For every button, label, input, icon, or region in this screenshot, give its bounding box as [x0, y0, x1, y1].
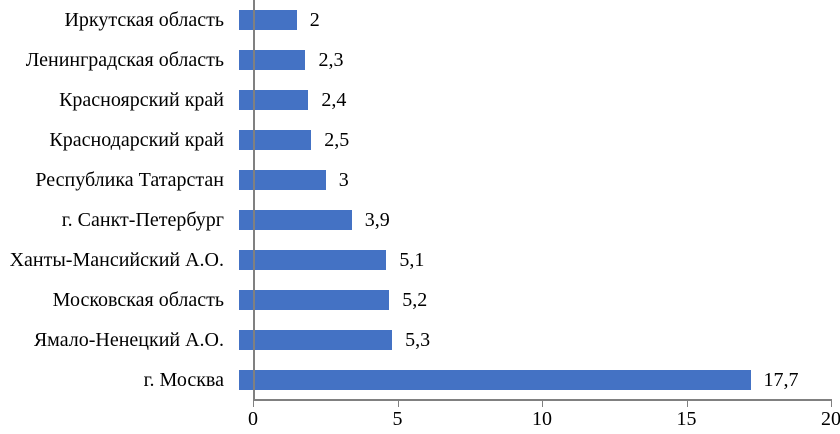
- x-axis-tick-label: 15: [676, 408, 697, 430]
- bar: [239, 290, 390, 310]
- bar-row: Иркутская область 2: [0, 0, 840, 40]
- bar-row: г. Москва 17,7: [0, 360, 840, 400]
- value-label: 2: [309, 9, 320, 31]
- bar-track: 5,3: [239, 320, 840, 360]
- category-label: г. Москва: [143, 369, 224, 391]
- category-label: Ямало-Ненецкий А.О.: [33, 329, 224, 351]
- bar-row: Ямало-Ненецкий А.О. 5,3: [0, 320, 840, 360]
- value-label: 17,7: [763, 369, 799, 391]
- bar-track: 2,5: [239, 120, 840, 160]
- bar-track: 17,7: [239, 360, 840, 400]
- bar: [239, 330, 393, 350]
- bar-row: Ленинградская область 2,3: [0, 40, 840, 80]
- x-axis-tick-label: 5: [392, 408, 403, 430]
- bar: [239, 370, 751, 390]
- bar-row: г. Санкт-Петербург 3,9: [0, 200, 840, 240]
- bar-row: Краснодарский край 2,5: [0, 120, 840, 160]
- x-axis-tick: [253, 401, 254, 407]
- x-axis-tick: [686, 401, 688, 407]
- value-label: 2,4: [321, 89, 347, 111]
- bar-track: 3,9: [239, 200, 840, 240]
- x-axis-tick-label: 10: [532, 408, 552, 430]
- category-label: Краснодарский край: [49, 129, 224, 151]
- value-label: 2,3: [318, 49, 344, 71]
- bar-rows: Иркутская область 2 Ленинградская область 2…: [0, 0, 840, 400]
- bar-row: Московская область 5,2: [0, 280, 840, 320]
- x-axis-line: 0 5 10 15 20: [248, 399, 840, 429]
- category-label: г. Санкт-Петербург: [61, 209, 224, 231]
- category-label: Ленинградская область: [25, 49, 224, 71]
- bar: [239, 130, 312, 150]
- value-label: 2,5: [324, 129, 350, 151]
- x-axis-tick: [831, 401, 832, 407]
- bar: [239, 210, 352, 230]
- value-label: 3,9: [364, 209, 390, 231]
- category-label: Республика Татарстан: [35, 169, 224, 191]
- bar-track: 3: [239, 160, 840, 200]
- bar: [239, 250, 387, 270]
- bar-track: 2,3: [239, 40, 840, 80]
- bar-row: Ханты-Мансийский А.О. 5,1: [0, 240, 840, 280]
- value-label: 3: [338, 169, 349, 191]
- bar-track: 5,1: [239, 240, 840, 280]
- x-axis-tick-label: 0: [248, 408, 258, 430]
- category-label: Красноярский край: [59, 89, 224, 111]
- bar-track: 5,2: [239, 280, 840, 320]
- bar: [239, 50, 306, 70]
- y-axis-line: [253, 0, 255, 401]
- bar-track: 2: [239, 0, 840, 40]
- value-label: 5,1: [399, 249, 425, 271]
- category-label: Ханты-Мансийский А.О.: [9, 249, 224, 271]
- bar-row: Республика Татарстан 3: [0, 160, 840, 200]
- bar-row: Красноярский край 2,4: [0, 80, 840, 120]
- bar: [239, 170, 326, 190]
- bar: [239, 10, 297, 30]
- x-axis-tick-label: 20: [821, 408, 840, 430]
- value-label: 5,3: [405, 329, 431, 351]
- bar-track: 2,4: [239, 80, 840, 120]
- category-label: Московская область: [52, 289, 224, 311]
- x-axis-tick: [397, 401, 399, 407]
- value-label: 5,2: [402, 289, 428, 311]
- x-axis-tick: [542, 401, 543, 407]
- category-label: Иркутская область: [64, 9, 224, 31]
- bar: [239, 90, 309, 110]
